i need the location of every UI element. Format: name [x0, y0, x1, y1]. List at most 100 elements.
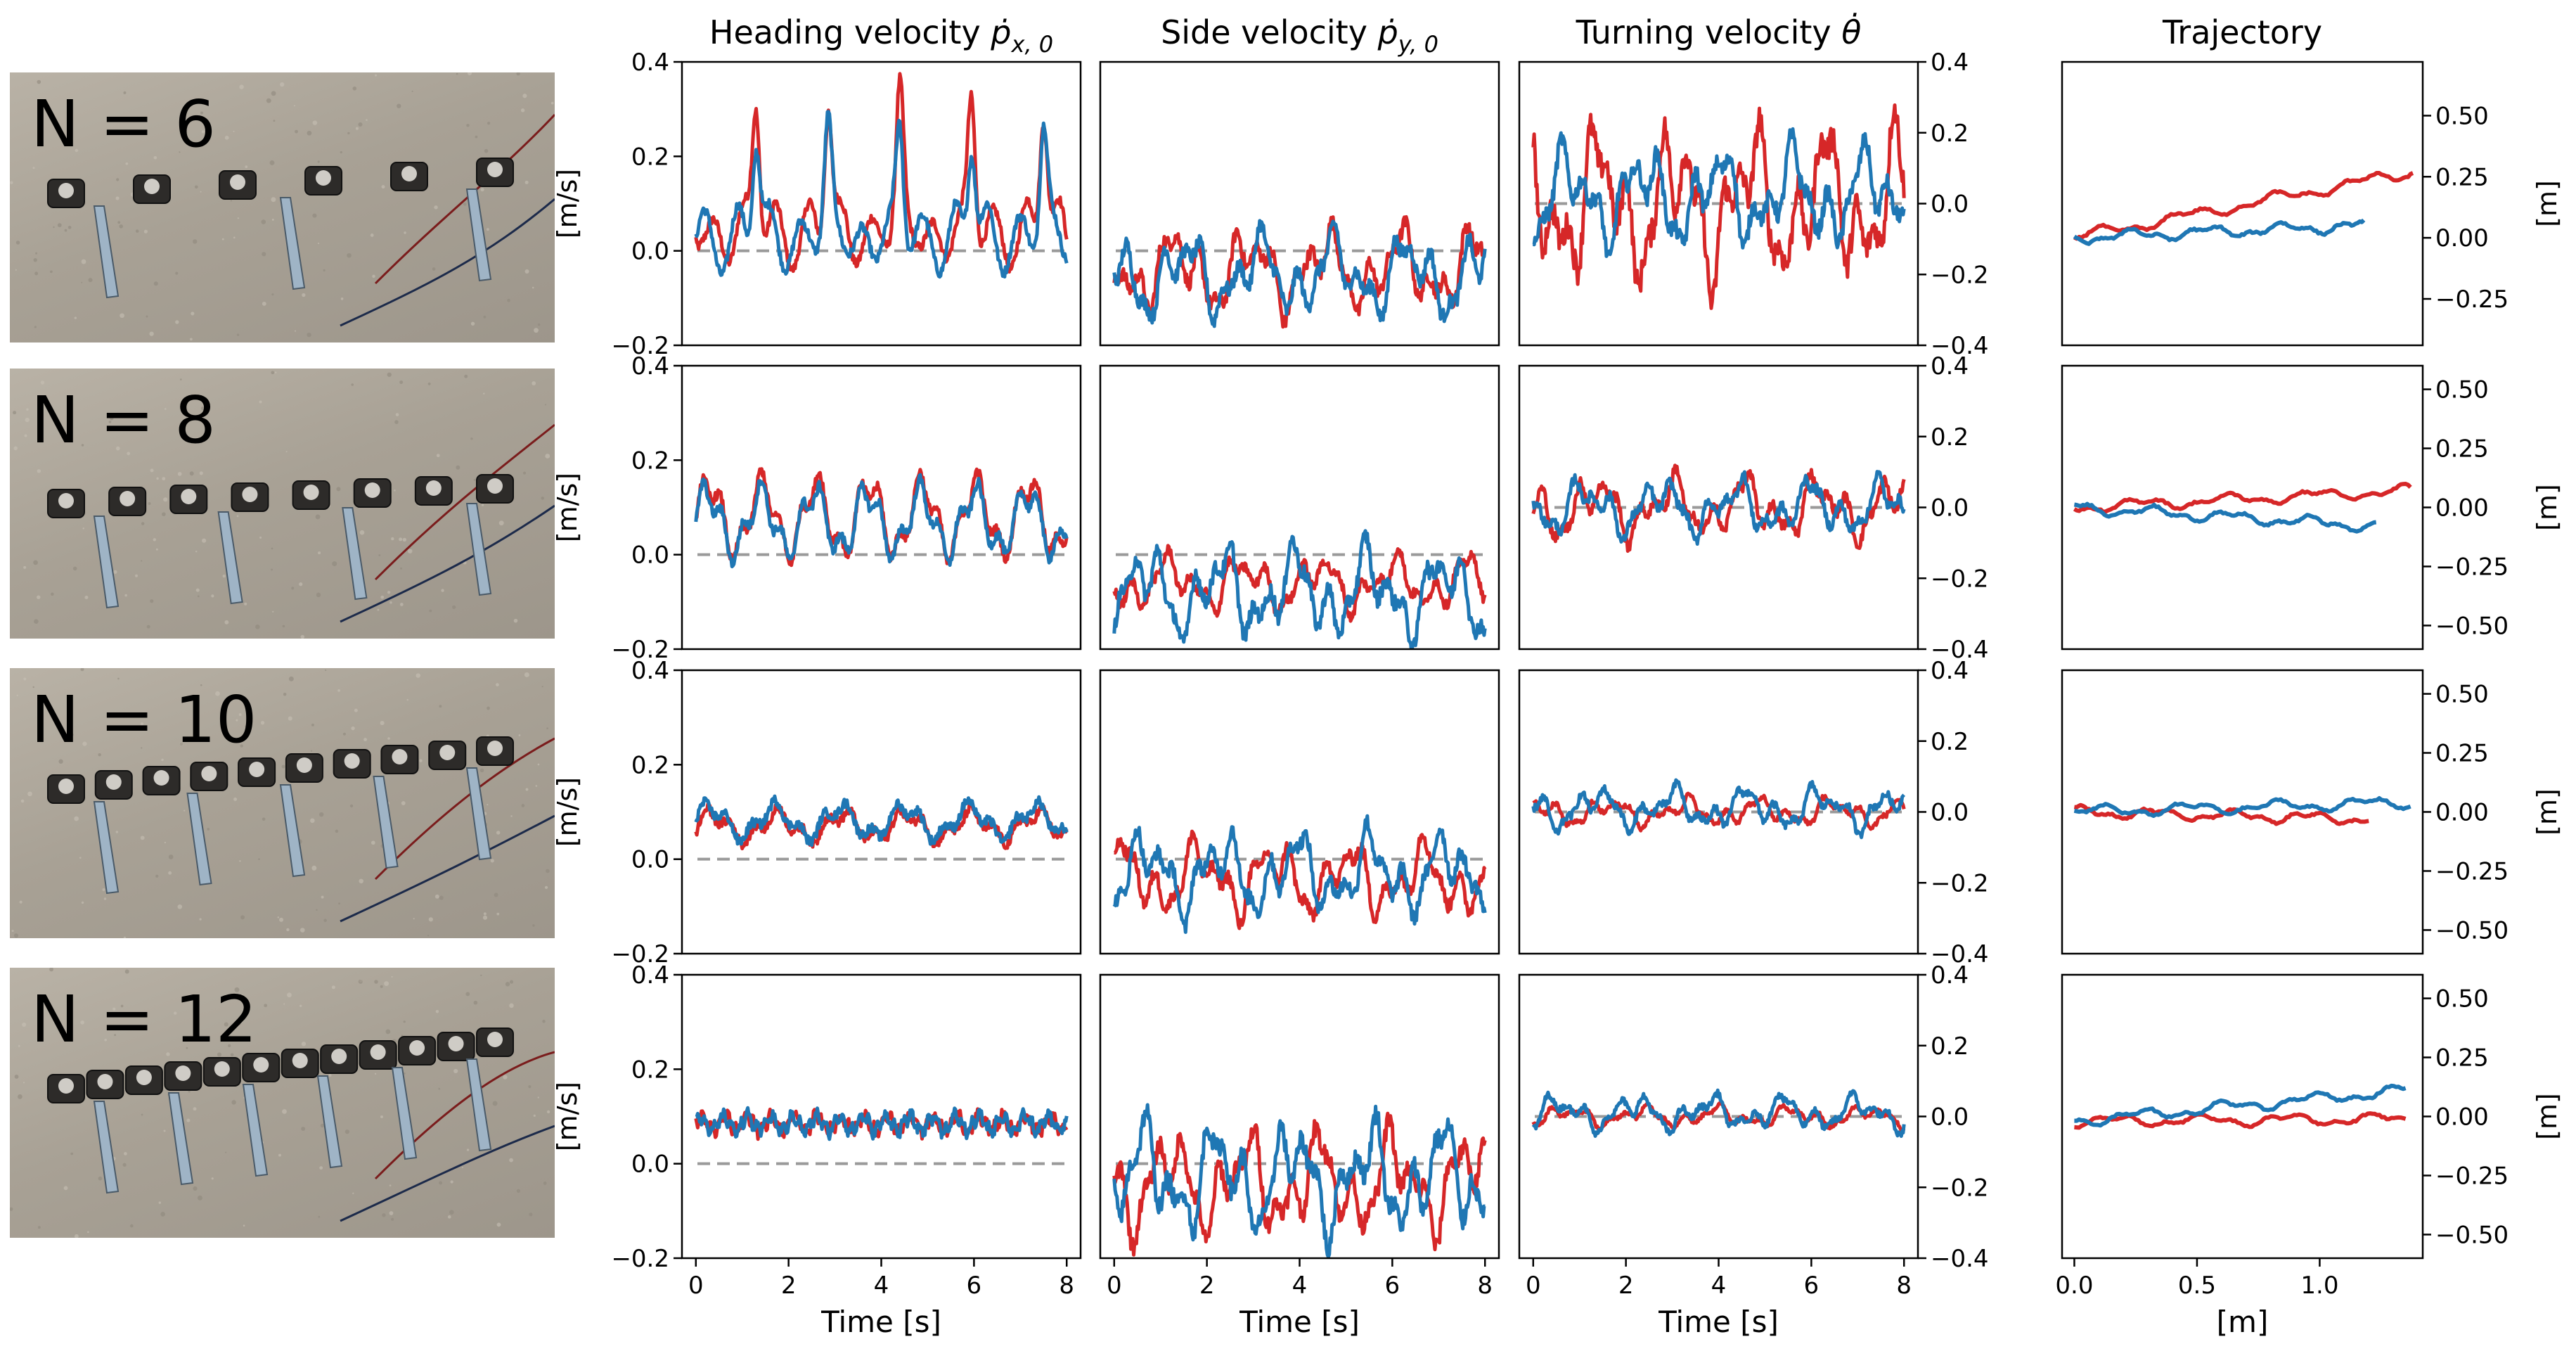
floor-speck [312, 213, 317, 218]
floor-speck [535, 785, 538, 787]
floor-speck [26, 408, 29, 411]
floor-speck [380, 595, 385, 599]
panel-trajectory-row2 [2061, 364, 2431, 651]
series-line-blue [1112, 814, 1487, 934]
floor-speck [317, 243, 320, 245]
robot-leg [279, 197, 306, 290]
floor-speck [19, 900, 22, 904]
panel-frame [681, 364, 1082, 651]
floor-speck [272, 610, 274, 613]
floor-speck [18, 1044, 20, 1047]
panel-heading-row4 [674, 973, 1082, 1267]
module-servo [364, 482, 380, 498]
floor-speck [231, 1100, 236, 1105]
floor-speck [168, 854, 174, 859]
floor-speck [470, 321, 475, 326]
floor-speck [51, 592, 54, 596]
floor-speck [325, 669, 327, 672]
x-tick-label: 4 [874, 1272, 889, 1300]
floor-speck [25, 417, 30, 423]
floor-speck [395, 413, 399, 416]
module-servo [370, 1044, 386, 1060]
module-servo [303, 485, 319, 500]
panel-side-row4 [1099, 973, 1500, 1267]
floor-speck [507, 298, 510, 302]
title-symbol: ṗ [990, 13, 1011, 51]
title-subscript: y, 0 [1398, 31, 1438, 58]
floor-speck [301, 1127, 306, 1131]
floor-speck [262, 252, 266, 257]
floor-speck [74, 1234, 79, 1238]
floor-speck [104, 1038, 107, 1042]
floor-speck [53, 226, 55, 229]
floor-speck [201, 130, 205, 134]
floor-speck [358, 979, 363, 984]
y-tick-label: 0.0 [631, 238, 669, 266]
title-text: Side velocity [1161, 13, 1378, 51]
floor-speck [197, 1195, 202, 1201]
panel-trajectory-row4 [2061, 973, 2431, 1267]
floor-speck [300, 928, 305, 933]
module-servo [487, 1032, 503, 1047]
robot-leg [391, 1067, 418, 1160]
x-tick-label: 0 [1526, 1272, 1541, 1300]
floor-speck [295, 129, 298, 134]
robot-leg [465, 1058, 492, 1152]
row-label-n12: N = 12 [31, 982, 257, 1057]
floor-speck [23, 565, 27, 569]
floor-speck [534, 328, 539, 333]
floor-speck [193, 1186, 198, 1191]
floor-speck [233, 130, 235, 133]
floor-speck [387, 372, 392, 377]
floor-speck [211, 1177, 214, 1180]
robot-illustration [11, 668, 555, 938]
series-line-red [694, 72, 1069, 274]
floor-speck [215, 691, 220, 696]
trajectory-line-blue [2073, 218, 2366, 246]
floor-speck [509, 1003, 514, 1009]
panel-frame [2061, 60, 2424, 347]
floor-speck [347, 252, 352, 258]
floor-speck [487, 706, 490, 710]
floor-speck [544, 404, 546, 406]
module-servo [175, 1065, 191, 1081]
floor-speck [155, 548, 158, 551]
floor-speck [302, 293, 306, 297]
x-axis-label: Time [s] [1239, 1305, 1360, 1339]
module-servo [58, 493, 74, 508]
floor-speck [271, 91, 276, 96]
floor-speck [483, 315, 487, 319]
floor-speck [399, 380, 404, 384]
y-tick-label: 0.25 [2435, 435, 2489, 463]
floor-speck [224, 620, 229, 625]
floor-speck [340, 297, 344, 300]
floor-speck [311, 865, 317, 871]
floor-speck [466, 1148, 470, 1151]
floor-speck [186, 1046, 188, 1049]
floor-speck [366, 119, 368, 121]
floor-speck [116, 178, 120, 181]
panel-turning-row3 [1518, 669, 1926, 955]
floor-speck [513, 618, 518, 623]
panel-bg [2062, 62, 2423, 345]
floor-speck [484, 148, 489, 153]
title-heading-velocity: Heading velocity ṗx, 0 [709, 13, 1053, 58]
floor-speck [114, 1034, 117, 1037]
y-tick-label: 0.25 [2435, 1044, 2489, 1073]
floor-speck [58, 759, 63, 764]
floor-speck [177, 472, 182, 476]
floor-speck [344, 1129, 349, 1134]
y-axis-label: [m/s] [552, 1082, 583, 1151]
y-tick-label: 0.2 [631, 1056, 669, 1084]
floor-speck [505, 982, 510, 987]
title-text: Turning velocity [1576, 13, 1842, 51]
floor-speck [14, 1075, 19, 1079]
cable-blue [340, 198, 555, 327]
series-line-blue [694, 110, 1069, 279]
floor-speck [301, 1042, 307, 1046]
floor-speck [299, 1004, 302, 1007]
floor-speck [22, 1023, 27, 1027]
floor-speck [318, 551, 321, 555]
y-tick-label: 0.4 [1931, 961, 1969, 990]
floor-speck [413, 918, 415, 920]
